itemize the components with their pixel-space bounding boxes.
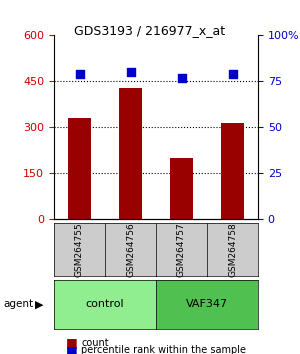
Text: count: count [81,338,109,348]
Point [128,69,133,75]
Text: ▶: ▶ [34,299,43,309]
Point [77,71,82,77]
Text: GSM264758: GSM264758 [228,222,237,277]
Text: agent: agent [3,299,33,309]
Text: GSM264757: GSM264757 [177,222,186,277]
Text: GSM264755: GSM264755 [75,222,84,277]
Bar [170,158,193,219]
Text: percentile rank within the sample: percentile rank within the sample [81,346,246,354]
Text: GSM264756: GSM264756 [126,222,135,277]
Text: GDS3193 / 216977_x_at: GDS3193 / 216977_x_at [74,24,226,36]
Text: control: control [86,299,124,309]
Text: VAF347: VAF347 [186,299,228,309]
Bar [221,123,244,219]
Point [230,71,235,77]
Bar [119,87,142,219]
Text: ■: ■ [66,344,78,354]
Bar [68,118,91,219]
Point [179,75,184,81]
Text: ■: ■ [66,336,78,349]
